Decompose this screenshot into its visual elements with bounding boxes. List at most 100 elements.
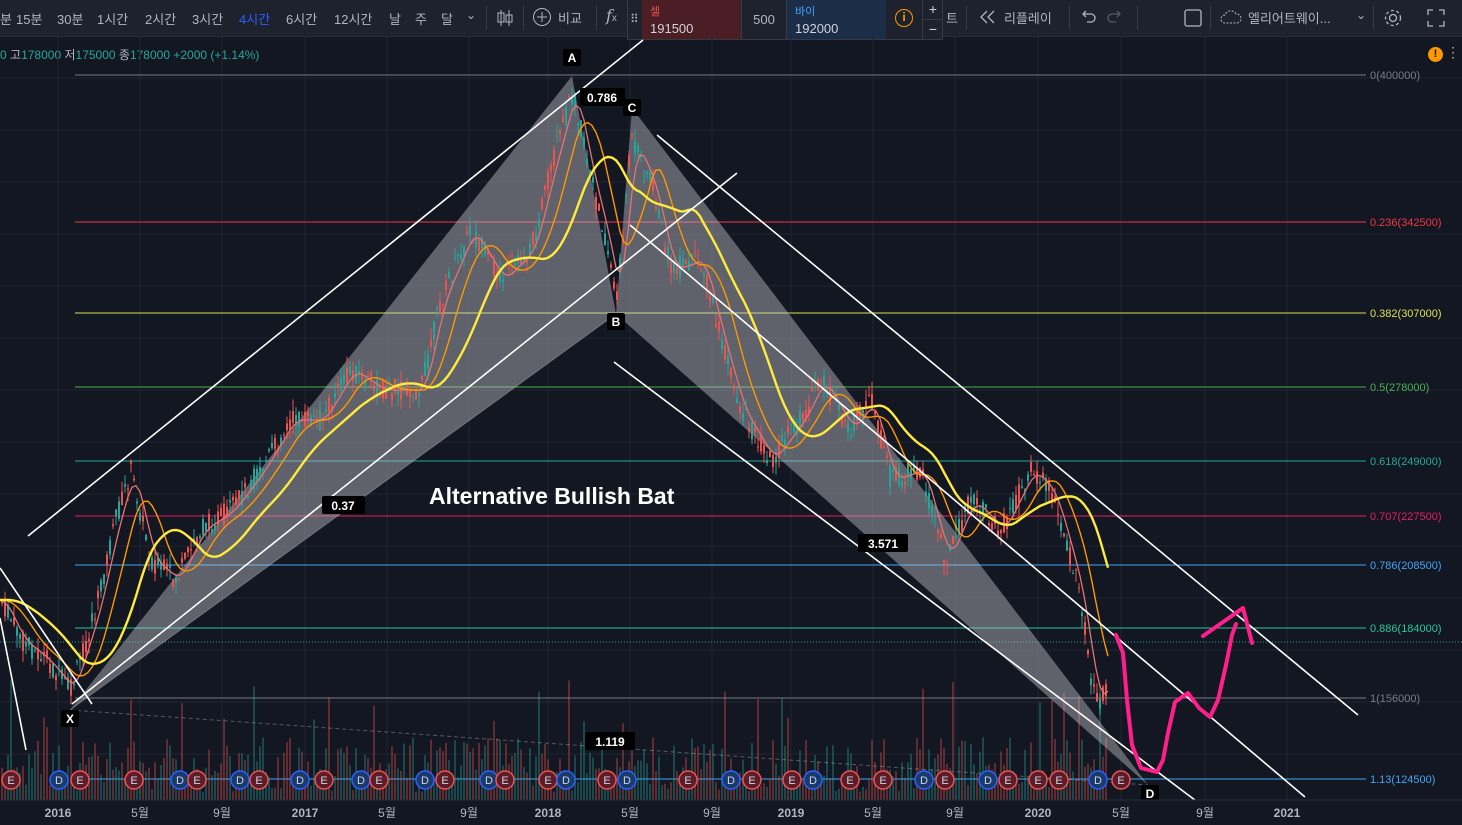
- buy-button[interactable]: 바이 192000: [786, 0, 886, 39]
- dividend-marker[interactable]: [978, 770, 998, 790]
- volume-bar: [892, 776, 894, 800]
- volume-bar: [70, 713, 72, 800]
- earnings-marker[interactable]: [369, 770, 389, 790]
- dividend-marker[interactable]: [803, 770, 823, 790]
- dividend-marker[interactable]: [290, 770, 310, 790]
- candle-body: [196, 537, 198, 547]
- add-circle-icon[interactable]: [532, 7, 552, 27]
- timeframe-1h[interactable]: 1시간: [97, 12, 129, 27]
- dividend-marker[interactable]: [49, 770, 69, 790]
- earnings-marker[interactable]: [187, 770, 207, 790]
- earnings-marker[interactable]: [249, 770, 269, 790]
- earnings-marker[interactable]: [935, 770, 955, 790]
- dividend-marker[interactable]: [556, 770, 576, 790]
- gear-icon[interactable]: [1382, 7, 1404, 34]
- fullscreen-icon[interactable]: [1426, 8, 1446, 33]
- dividend-marker[interactable]: [617, 770, 637, 790]
- earnings-marker[interactable]: [678, 770, 698, 790]
- earnings-marker[interactable]: [70, 770, 90, 790]
- earnings-marker[interactable]: [1, 770, 21, 790]
- volume-bar: [631, 742, 633, 800]
- timeframe-3h[interactable]: 3시간: [192, 12, 224, 27]
- earnings-marker[interactable]: [495, 770, 515, 790]
- sell-button[interactable]: 셀 191500: [642, 0, 742, 39]
- square-icon[interactable]: [1183, 8, 1203, 33]
- more-menu-icon[interactable]: ⋮: [1446, 44, 1460, 60]
- candle-body: [658, 209, 660, 219]
- candle-body: [325, 409, 327, 412]
- dividend-marker[interactable]: [721, 770, 741, 790]
- chevron-down-icon[interactable]: ⌄: [1356, 8, 1367, 22]
- dividend-marker[interactable]: [1088, 770, 1108, 790]
- earnings-marker[interactable]: [597, 770, 617, 790]
- chevron-down-icon[interactable]: ⌄: [466, 8, 477, 22]
- earnings-marker[interactable]: [1049, 770, 1069, 790]
- quantity-increase-button[interactable]: +: [923, 0, 943, 20]
- volume-bar: [601, 737, 603, 800]
- timeframe-12h[interactable]: 12시간: [334, 12, 373, 27]
- timeframe-15m[interactable]: 15분: [16, 12, 43, 27]
- candle-body: [607, 251, 609, 255]
- timeframe-30m[interactable]: 30분: [57, 12, 84, 27]
- earnings-marker[interactable]: [1028, 770, 1048, 790]
- candle-body: [100, 580, 102, 592]
- volume-bar: [253, 686, 255, 800]
- volume-bar: [220, 763, 222, 800]
- candle-body: [742, 413, 744, 420]
- earnings-marker[interactable]: [840, 770, 860, 790]
- dividend-marker[interactable]: [914, 770, 934, 790]
- time-axis-label: 9월: [703, 806, 721, 820]
- drag-handle-icon[interactable]: ⠿: [630, 12, 639, 26]
- volume-bar: [829, 779, 831, 800]
- candle-body: [871, 393, 873, 409]
- toolbar-divider: [1137, 6, 1138, 30]
- volume-bar: [808, 781, 810, 800]
- earnings-marker[interactable]: [742, 770, 762, 790]
- candle-body: [625, 194, 627, 197]
- candle-body: [661, 221, 663, 223]
- earnings-marker[interactable]: [435, 770, 455, 790]
- candle-body: [841, 415, 843, 426]
- earnings-marker[interactable]: [873, 770, 893, 790]
- time-axis-label: 2020: [1025, 806, 1052, 820]
- quantity-decrease-button[interactable]: −: [928, 21, 938, 37]
- candle-body: [595, 196, 597, 211]
- timeframe-6h[interactable]: 6시간: [286, 12, 318, 27]
- dividend-marker[interactable]: [415, 770, 435, 790]
- volume-bar: [706, 761, 708, 800]
- earnings-marker[interactable]: [998, 770, 1018, 790]
- info-icon[interactable]: i: [895, 9, 913, 27]
- layout-name[interactable]: 엘리어트웨이...: [1248, 11, 1331, 26]
- compare-button[interactable]: 비교: [558, 11, 582, 26]
- warning-icon[interactable]: !: [1428, 47, 1443, 62]
- volume-bar: [1105, 738, 1107, 800]
- candle-body: [331, 405, 333, 412]
- event-marker-label: E: [1004, 775, 1011, 787]
- earnings-marker[interactable]: [314, 770, 334, 790]
- candle-body: [712, 297, 714, 303]
- earnings-marker[interactable]: [782, 770, 802, 790]
- rewind-icon[interactable]: [980, 10, 996, 29]
- timeframe-1m[interactable]: 분: [0, 12, 12, 27]
- price-chart[interactable]: 0(400000) 0.236(342500) 0.382(307000) 0.5(2…: [0, 36, 1462, 825]
- redo-icon[interactable]: [1106, 9, 1124, 30]
- function-icon[interactable]: fx: [606, 6, 617, 26]
- candlestick-icon[interactable]: [495, 8, 515, 28]
- dividend-marker[interactable]: [230, 770, 250, 790]
- volume-bar: [148, 767, 150, 800]
- volume-bar: [274, 787, 276, 800]
- undo-icon[interactable]: [1079, 9, 1097, 30]
- replay-button[interactable]: 리플레이: [1004, 11, 1052, 26]
- earnings-marker[interactable]: [1111, 770, 1131, 790]
- timeframe-4h[interactable]: 4시간: [239, 12, 271, 27]
- timeframe-day[interactable]: 날: [389, 12, 401, 27]
- volume-bar: [49, 785, 51, 800]
- volume-bar: [550, 781, 552, 800]
- volume-bar: [352, 790, 354, 800]
- time-axis-label: 5월: [864, 806, 882, 820]
- timeframe-week[interactable]: 주: [415, 12, 427, 27]
- timeframe-month[interactable]: 달: [441, 12, 453, 27]
- timeframe-2h[interactable]: 2시간: [145, 12, 177, 27]
- volume-bar: [397, 768, 399, 800]
- earnings-marker[interactable]: [124, 770, 144, 790]
